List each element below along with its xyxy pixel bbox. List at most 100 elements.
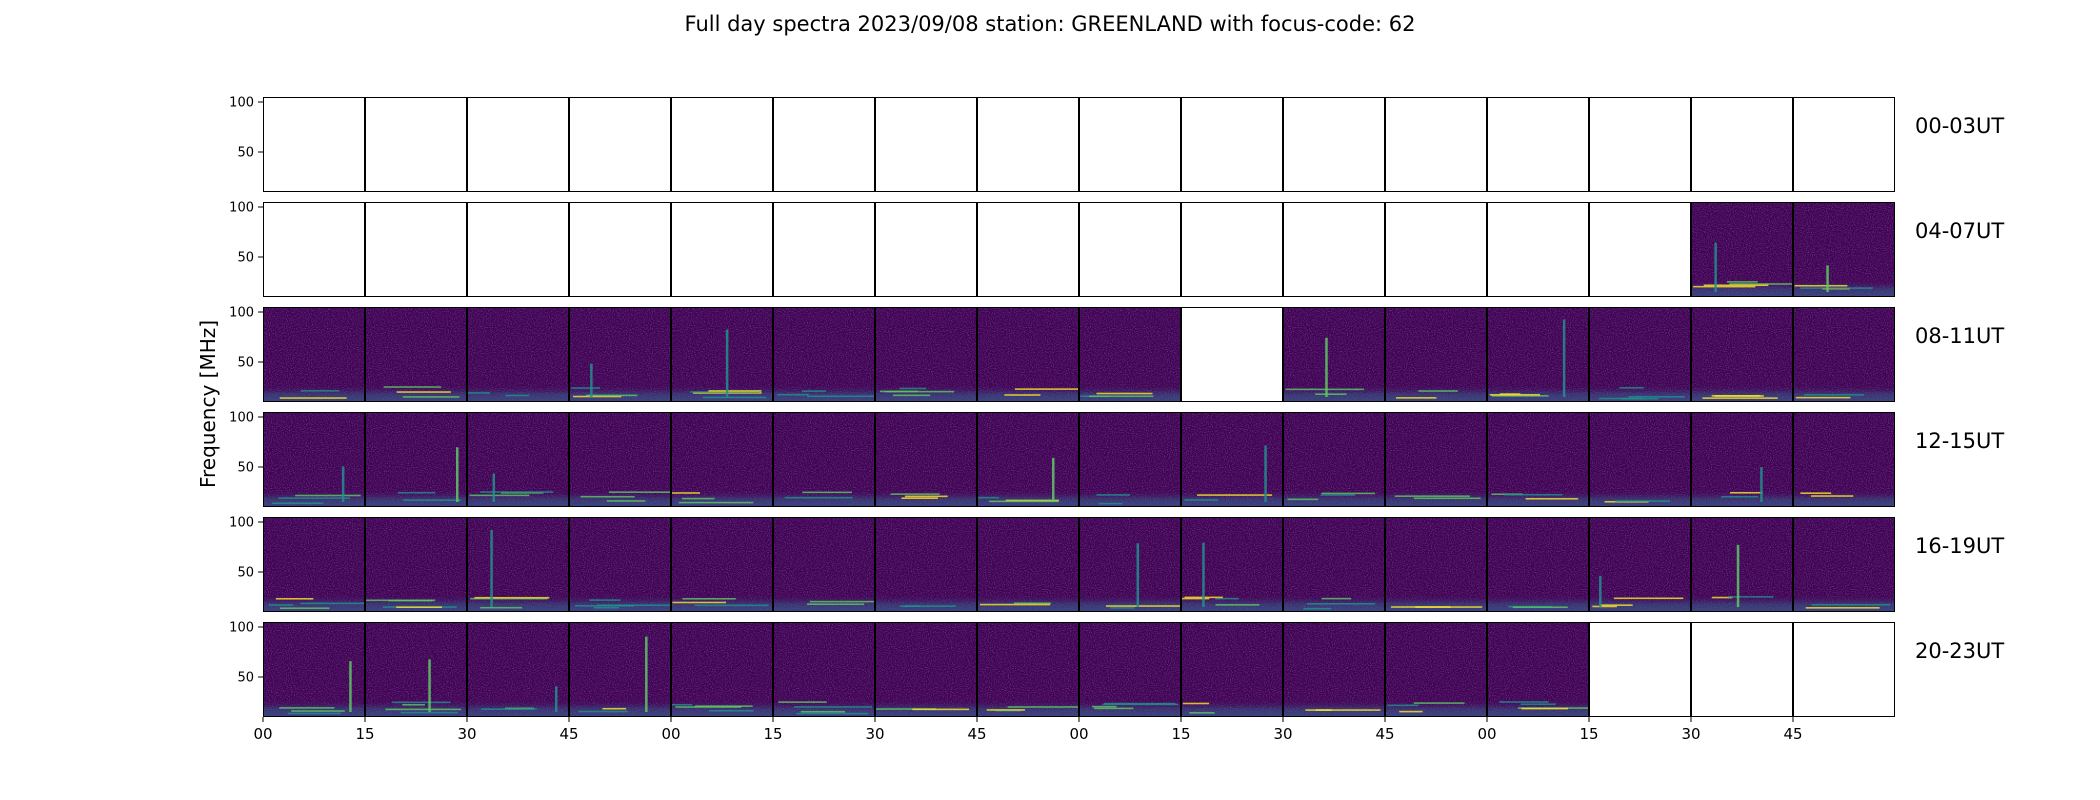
row-time-label: 16-19UT <box>1915 534 2004 558</box>
chart-title: Full day spectra 2023/09/08 station: GRE… <box>685 12 1416 36</box>
spectrum-panel <box>1487 517 1589 612</box>
spectrum-panel <box>569 307 671 402</box>
spectra-row: 50 100 12-15UT <box>229 411 2004 507</box>
y-tick-label: 50 <box>237 461 254 476</box>
spectra-row: 50 100 00-03UT <box>229 96 2004 192</box>
empty-panel <box>1691 97 1793 192</box>
x-tick-label: 00 <box>253 725 272 743</box>
empty-panel <box>365 97 467 192</box>
y-tick-label: 50 <box>237 356 254 371</box>
spectrum-panel <box>263 517 376 612</box>
x-tick-label: 15 <box>355 725 374 743</box>
spectrum-panel <box>1589 517 1691 612</box>
spectrum-panel <box>263 307 365 402</box>
y-tick-label: 50 <box>237 671 254 686</box>
row-time-label: 04-07UT <box>1915 219 2004 243</box>
y-axis-label: Frequency [MHz] <box>196 320 220 488</box>
empty-panel <box>467 97 569 192</box>
spectrum-panel <box>977 517 1079 612</box>
x-tick-label: 30 <box>457 725 476 743</box>
spectrum-panel <box>467 517 569 612</box>
spectrum-panel <box>1181 622 1283 717</box>
y-tick-label: 100 <box>229 306 254 321</box>
empty-panel <box>875 97 977 192</box>
spectrum-panel <box>1793 307 1895 402</box>
spectrum-panel <box>1691 307 1793 402</box>
x-tick-label: 30 <box>1681 725 1700 743</box>
spectrum-panel <box>365 412 467 507</box>
empty-panel <box>1283 202 1385 297</box>
empty-panel <box>1589 97 1691 192</box>
spectrum-panel <box>1181 412 1283 507</box>
empty-panel <box>1385 202 1487 297</box>
y-tick-label: 100 <box>229 201 254 216</box>
spectra-row: 50 100 04-07UT <box>229 201 2004 297</box>
x-tick-label: 00 <box>661 725 680 743</box>
spectrum-panel <box>1793 202 1895 297</box>
spectrum-panel <box>1487 622 1594 717</box>
x-tick-label: 45 <box>1783 725 1802 743</box>
spectrum-panel <box>467 307 569 402</box>
spectrum-panel <box>1691 412 1793 507</box>
y-tick-label: 100 <box>229 411 254 426</box>
spectrum-panel <box>365 517 467 612</box>
empty-panel <box>773 97 875 192</box>
y-tick-label: 100 <box>229 96 254 111</box>
spectrum-panel <box>1691 202 1796 297</box>
spectrum-panel <box>569 622 671 717</box>
spectrum-panel <box>1283 517 1385 612</box>
spectrum-panel <box>467 412 569 507</box>
empty-panel <box>1691 622 1793 717</box>
spectrum-panel <box>773 517 878 612</box>
empty-panel <box>977 202 1079 297</box>
x-tick-label: 00 <box>1477 725 1496 743</box>
x-tick-label: 30 <box>1273 725 1292 743</box>
x-tick-label: 00 <box>1069 725 1088 743</box>
row-time-label: 00-03UT <box>1915 114 2004 138</box>
x-axis-ticks: 00 15 30 45 00 15 30 45 00 15 30 45 00 15 30 45 <box>253 717 1803 743</box>
row-time-label: 20-23UT <box>1915 639 2004 663</box>
spectrum-panel <box>1385 307 1487 402</box>
empty-panel <box>1487 97 1589 192</box>
y-tick-label: 50 <box>237 251 254 266</box>
empty-panel <box>1181 202 1283 297</box>
spectrum-panel <box>1589 307 1691 402</box>
spectrum-panel <box>263 412 365 507</box>
spectrum-panel <box>977 307 1083 402</box>
spectrum-panel <box>977 622 1080 717</box>
spectrum-panel <box>671 307 773 402</box>
spectrum-panel <box>1385 622 1487 717</box>
spectrum-panel <box>875 307 977 402</box>
spectrum-panel <box>671 412 773 507</box>
empty-panel <box>263 97 365 192</box>
empty-panel <box>569 202 671 297</box>
spectrum-panel <box>1691 517 1793 612</box>
y-tick-label: 100 <box>229 621 254 636</box>
row-time-label: 08-11UT <box>1915 324 2004 348</box>
spectrum-panel <box>1079 307 1181 402</box>
spectrum-panel <box>1079 412 1181 507</box>
empty-panel <box>875 202 977 297</box>
empty-panel <box>1181 97 1283 192</box>
spectrum-panel <box>1283 307 1385 402</box>
x-tick-label: 45 <box>967 725 986 743</box>
spectrum-panel <box>773 412 875 507</box>
y-tick-label: 50 <box>237 566 254 581</box>
spectrum-panel <box>569 517 674 612</box>
empty-panel <box>365 202 467 297</box>
spectrum-panel <box>773 622 875 717</box>
spectra-row: 50 100 20-23UT <box>229 621 2004 717</box>
x-tick-label: 45 <box>1375 725 1394 743</box>
empty-panel <box>263 202 365 297</box>
spectrum-panel <box>467 622 569 717</box>
x-tick-label: 45 <box>559 725 578 743</box>
spectrum-panel <box>875 622 977 717</box>
spectrum-panel <box>1487 307 1589 402</box>
spectrum-panel <box>875 517 977 612</box>
y-tick-label: 100 <box>229 516 254 531</box>
x-tick-label: 15 <box>1579 725 1598 743</box>
spectrum-panel <box>671 622 773 717</box>
spectrum-panel <box>1283 412 1385 507</box>
spectrum-panel <box>1181 517 1283 612</box>
